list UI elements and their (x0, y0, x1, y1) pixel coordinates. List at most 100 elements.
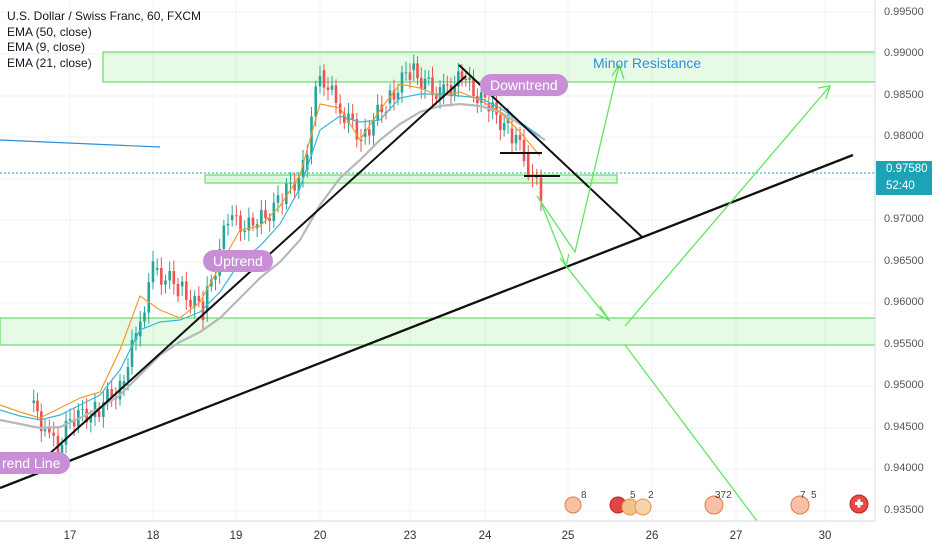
candle-body (235, 215, 238, 217)
candle-body (334, 85, 338, 103)
candle-body (48, 427, 51, 433)
time-tick: 18 (146, 530, 160, 542)
us-flag-event-icon-2 (704, 495, 724, 515)
last-price-value: 0.97580 (886, 163, 928, 175)
candle-body (155, 267, 159, 270)
candle-body (138, 321, 142, 337)
projection-path-b (536, 64, 620, 254)
candle-body (143, 312, 146, 322)
candle-body (427, 77, 431, 79)
candle-body (442, 84, 445, 96)
candle-body (322, 70, 326, 88)
price-tick: 0.98000 (884, 130, 924, 142)
candle-body (396, 92, 400, 100)
candle-body (468, 77, 471, 81)
price-tick: 0.94500 (884, 421, 924, 433)
trend-drawings (0, 64, 854, 490)
candle-body (351, 113, 354, 120)
price-tick: 0.99000 (884, 47, 924, 59)
candle-body (499, 114, 502, 131)
candle-body (168, 270, 171, 281)
candle-body (247, 217, 251, 231)
candle-body (326, 87, 330, 90)
candle-body (464, 78, 468, 81)
candle-body (205, 286, 209, 312)
candle-body (32, 400, 36, 403)
projection-path-d (624, 344, 758, 522)
time-tick: 23 (403, 530, 417, 542)
candle-body (264, 210, 267, 219)
us-flag-event-icon (564, 496, 582, 514)
candle-body (164, 280, 167, 285)
candle-body (472, 77, 475, 97)
event-stack-icon-2 (634, 498, 652, 516)
ema-9-legend: EMA (9, close) (7, 40, 86, 54)
economic-event-markers[interactable] (564, 494, 869, 516)
price-tick: 0.96500 (884, 255, 924, 267)
candle-body (39, 411, 43, 432)
candle-body (210, 279, 213, 287)
candle-body (239, 215, 242, 232)
candle-body (176, 283, 180, 297)
event-count: 5 (630, 490, 636, 501)
price-tick: 0.95000 (884, 379, 924, 391)
candle-body (314, 86, 318, 117)
candle-body (285, 183, 288, 205)
us-flag-event-icon-3 (790, 495, 810, 515)
candle-body (130, 339, 134, 367)
candle-body (52, 432, 55, 436)
candle-body (151, 261, 155, 283)
candle-body (89, 416, 93, 423)
uptrend-label: Uptrend (203, 250, 273, 272)
candle-body (495, 102, 498, 115)
candle-body (251, 217, 255, 226)
candle-body (226, 223, 230, 226)
candle-body (189, 299, 192, 307)
ema-lines (0, 83, 546, 430)
candle-body (419, 78, 423, 90)
candle-body (122, 381, 126, 387)
horizontal-ray (0, 139, 161, 148)
candle-body (522, 139, 526, 162)
candle-body (460, 71, 464, 79)
candle-body (526, 153, 530, 175)
candle-body (43, 429, 47, 432)
candle-body (64, 420, 68, 445)
candle-body (423, 78, 427, 90)
candle-body (185, 281, 188, 300)
time-tick: 20 (313, 530, 327, 542)
long-trend-line (0, 153, 854, 490)
candle-body (222, 225, 226, 250)
projection-arrows (536, 63, 831, 522)
candle-body (260, 210, 263, 225)
candle-body (330, 85, 334, 90)
candle-body (81, 408, 84, 411)
candle-body (201, 301, 205, 321)
candle-body (197, 295, 201, 302)
candle-body (368, 129, 371, 136)
arrowhead-4 (559, 253, 570, 268)
candle-body (102, 402, 105, 418)
chart-legend: U.S. Dollar / Swiss Franc, 60, FXCM EMA … (7, 9, 201, 71)
candle-body (416, 63, 419, 79)
candle-body (134, 333, 138, 340)
ema-21-line (0, 93, 541, 421)
candle-body (230, 215, 234, 220)
candle-body (431, 77, 434, 96)
price-tick: 0.99500 (884, 6, 924, 18)
event-count: 7 (800, 490, 806, 501)
time-tick: 17 (63, 530, 77, 542)
trend-line-label: rend Line (0, 452, 71, 474)
candle-body (180, 281, 184, 287)
candle-body (305, 154, 309, 171)
event-count: 372 (715, 490, 732, 501)
time-tick: 25 (561, 530, 575, 542)
candle-body (280, 203, 284, 205)
candle-body (126, 366, 130, 382)
candle-body (404, 72, 408, 74)
candle-body (297, 177, 301, 191)
candle-body (506, 118, 510, 124)
candle-body (408, 72, 412, 80)
